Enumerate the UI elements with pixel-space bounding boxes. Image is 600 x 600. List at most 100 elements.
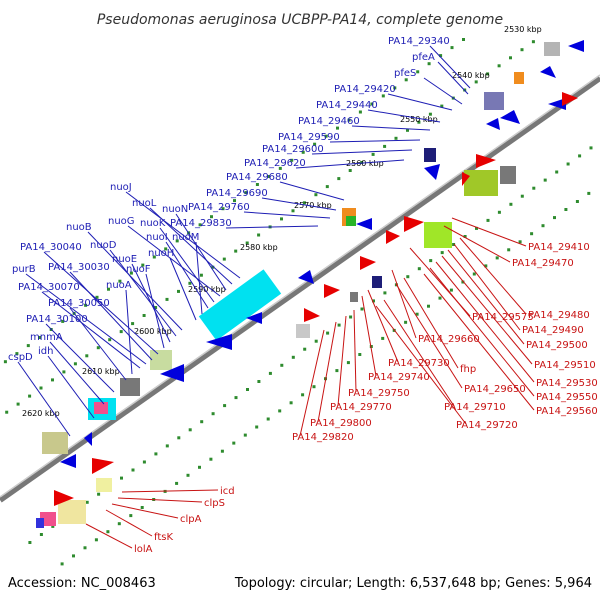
tick-dot [461,280,465,284]
feature-box [94,402,108,414]
gene-label: PA14_29820 [292,432,354,443]
callout-line [329,139,421,143]
tick-dot [222,257,226,261]
tick-dot [404,78,408,82]
feature-box [296,324,310,338]
gene-label: PA14_29650 [464,384,526,395]
gene-arrow [404,216,424,232]
tick-dot [85,354,89,358]
callout-line [127,225,221,297]
gene-label: PA14_29480 [528,310,590,321]
tick-dot [255,183,259,186]
tick-dot [555,170,559,174]
tick-dot [337,177,341,181]
gene-label: PA14_29470 [512,258,574,269]
gene-label: purB [12,264,36,275]
tick-dot [186,473,190,477]
feature-box [514,72,524,84]
gene-label: PA14_29440 [316,100,378,111]
callout-line [441,255,533,365]
callout-line [225,225,319,229]
tick-dot [266,417,270,421]
tick-dot [234,249,238,253]
gene-label: nuoF [126,264,151,275]
feature-box [96,478,112,492]
map-title: Pseudomonas aeruginosa UCBPP-PA14, compl… [97,12,503,28]
gene-label: nuoB [66,222,92,233]
tick-dot [406,275,410,279]
tick-dot [314,339,318,343]
feature-box [58,500,86,524]
tick-dot [39,533,43,536]
callout-line [49,341,105,405]
feature-box [350,292,358,302]
reverse-genes [54,92,578,506]
gene-label: nuoG [108,216,135,227]
tick-dot [188,281,192,285]
callout-line [429,45,471,89]
tick-dot [96,346,100,350]
tick-dot [83,546,87,550]
tick-dot [15,352,19,356]
callout-line [69,307,127,381]
tick-dot [51,524,55,528]
reverse-gene-labels: PA14_29410 PA14_29470 PA14_29480 PA14_29… [134,242,598,555]
callout-line [261,197,337,211]
gene-label: PA14_29550 [536,392,598,403]
tick-dot [85,500,89,504]
gene-arrow [54,490,74,506]
gene-arrow [568,40,584,52]
tick-dot [301,150,305,154]
tick-dot [578,154,582,158]
gene-label: PA14_29560 [536,406,598,417]
tick-dot [349,315,353,319]
tick-dot [532,186,536,190]
callout-line [299,329,325,437]
tick-dot [564,208,568,211]
gene-arrow [562,92,578,106]
tick-dot [165,297,169,301]
gene-label: nuoJ [110,182,132,193]
tick-dot [175,481,179,485]
callout-line [443,225,511,263]
tick-dot [97,492,101,496]
gene-label: PA14_29410 [528,242,590,253]
feature-box [544,42,560,56]
tick-dot [312,385,316,389]
tick-dot [440,104,444,108]
gene-arrow [424,164,440,180]
tick-dot [142,460,146,464]
tick-dot [417,120,421,124]
tick-dot [120,476,123,480]
tick-dot [72,554,75,558]
gene-label: PA14_29600 [262,144,324,155]
tick-dot [51,378,54,382]
tick-dot [486,218,490,222]
callout-line [117,497,203,503]
tick-dot [200,420,204,424]
tick-label: 2590 kbp [188,285,226,294]
gene-label: nuoL [132,198,157,209]
tick-dot [358,110,362,114]
tick-dot [509,56,512,60]
feature-box [464,170,498,196]
feature-tracks [36,42,560,528]
tick-dot [165,444,169,448]
gene-label: clpS [204,498,225,509]
forward-gene-labels: PA14_29340 pfeA pfeS PA14_29420 PA14_294… [8,36,450,363]
tick-label: 2610 kbp [82,367,120,376]
gene-arrow [360,256,376,270]
tick-dot [462,38,465,41]
gene-label: PA14_29460 [298,116,360,127]
tick-dot [347,118,351,122]
tick-dot [335,369,339,373]
tick-dot [439,54,443,58]
gene-label: nuoK [140,218,166,229]
tick-dot [541,224,545,228]
tick-dot [268,371,272,375]
tick-dot [3,360,7,364]
gene-label: nuoN [162,204,188,215]
tick-dot [280,363,284,367]
tick-dot [84,303,88,307]
